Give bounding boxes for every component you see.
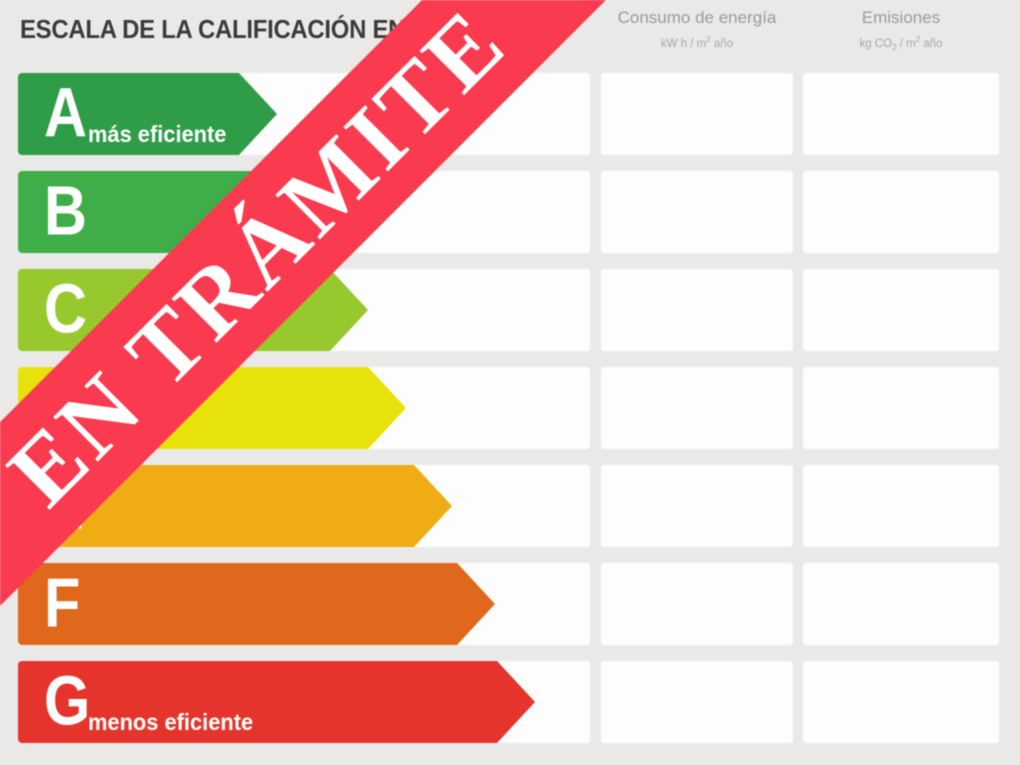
consumption-column-header: Consumo de energía kW h / m2 año — [601, 8, 793, 50]
grade-letter: C — [44, 269, 87, 348]
grade-note: más eficiente — [88, 121, 227, 147]
scale-row-E: E — [18, 465, 1002, 547]
consumption-value-box — [601, 269, 793, 351]
consumption-value-box — [601, 171, 793, 253]
grade-bar-A: A más eficiente — [18, 73, 277, 155]
grade-bar-G: G menos eficiente — [18, 661, 535, 743]
scale-row-G: G menos eficiente — [18, 661, 1002, 743]
grade-bar-F: F — [18, 563, 495, 645]
emissions-value-box — [803, 171, 999, 253]
grade-letter: G — [44, 661, 91, 740]
emissions-value-box — [803, 269, 999, 351]
emissions-value-box — [803, 73, 999, 155]
scale-row-F: F — [18, 563, 1002, 645]
emissions-header-title: Emisiones — [861, 8, 941, 27]
consumption-value-box — [601, 367, 793, 449]
grade-letter: A — [44, 73, 87, 152]
grade-letter: B — [44, 171, 87, 250]
emissions-value-box — [803, 563, 999, 645]
emissions-value-box — [803, 367, 999, 449]
consumption-value-box — [601, 661, 793, 743]
scale-row-B: B — [18, 171, 1002, 253]
consumption-value-box — [601, 563, 793, 645]
grade-letter: F — [44, 563, 81, 642]
grade-note: menos eficiente — [88, 709, 254, 735]
emissions-value-box — [803, 465, 999, 547]
emissions-header-unit: kg CO2 / m2 año — [859, 35, 943, 53]
emissions-column-header: Emisiones kg CO2 / m2 año — [803, 8, 999, 52]
emissions-value-box — [803, 661, 999, 743]
consumption-header-title: Consumo de energía — [617, 8, 777, 27]
consumption-value-box — [601, 465, 793, 547]
consumption-value-box — [601, 73, 793, 155]
scale-row-D: D — [18, 367, 1002, 449]
consumption-header-unit: kW h / m2 año — [660, 35, 734, 50]
